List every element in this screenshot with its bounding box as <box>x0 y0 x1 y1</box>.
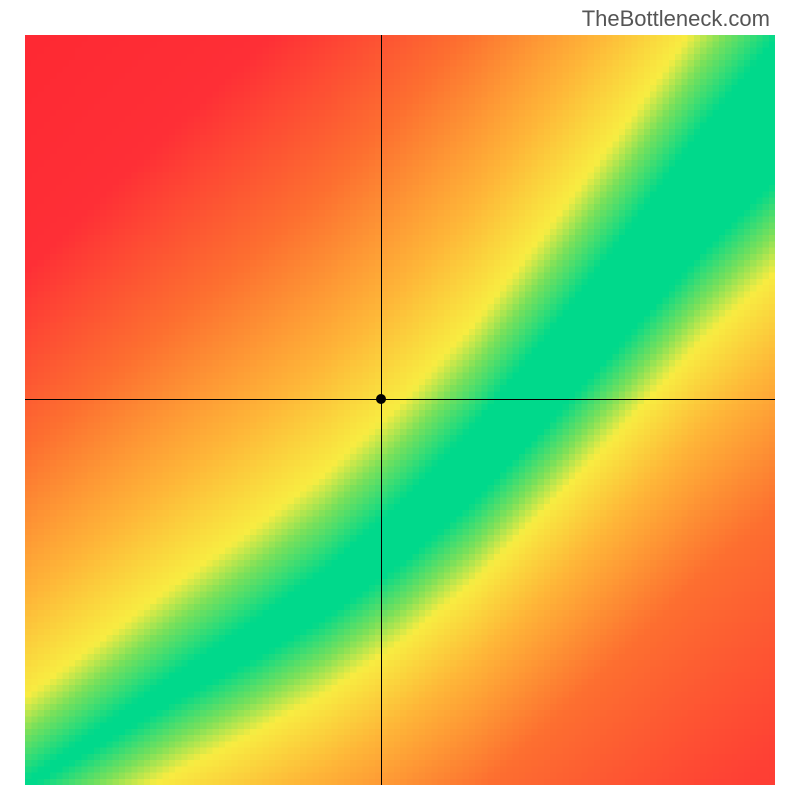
watermark-text: TheBottleneck.com <box>582 6 770 32</box>
heatmap-plot <box>25 35 775 785</box>
crosshair-marker <box>376 394 386 404</box>
heatmap-canvas <box>25 35 775 785</box>
crosshair-horizontal <box>25 399 775 400</box>
crosshair-vertical <box>381 35 382 785</box>
